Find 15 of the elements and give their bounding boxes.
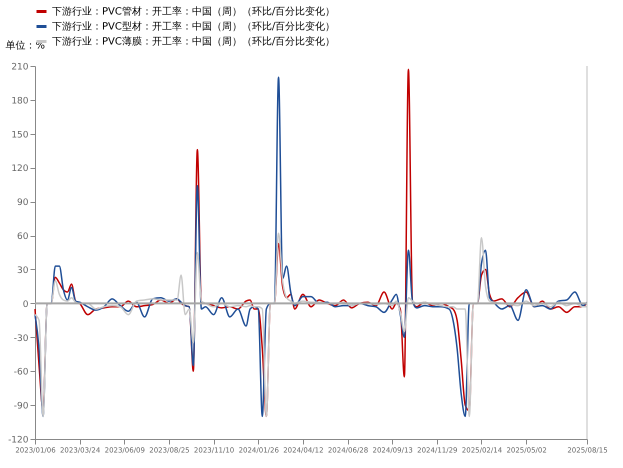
y-tick-label: 60 xyxy=(17,232,29,242)
y-tick-label: 0 xyxy=(22,300,29,310)
y-tick-label: 150 xyxy=(11,130,29,140)
y-tick-label: 90 xyxy=(17,198,29,208)
y-tick-label: -60 xyxy=(14,368,29,378)
y-tick-label: 120 xyxy=(11,164,29,174)
legend-label: 下游行业：PVC管材：开工率：中国（周）（环比/百分比变化） xyxy=(52,6,336,18)
legend-label: 下游行业：PVC型材：开工率：中国（周）（环比/百分比变化） xyxy=(52,20,336,32)
y-tick-label: -90 xyxy=(14,402,29,412)
y-tick-label: 210 xyxy=(11,62,29,72)
y-tick-label: -30 xyxy=(14,334,29,344)
y-tick-label: 30 xyxy=(17,266,29,276)
legend-label: 下游行业：PVC薄膜：开工率：中国（周）（环比/百分比变化） xyxy=(52,36,336,48)
y-tick-label: 180 xyxy=(11,96,29,106)
y-tick-label: -120 xyxy=(8,436,29,446)
